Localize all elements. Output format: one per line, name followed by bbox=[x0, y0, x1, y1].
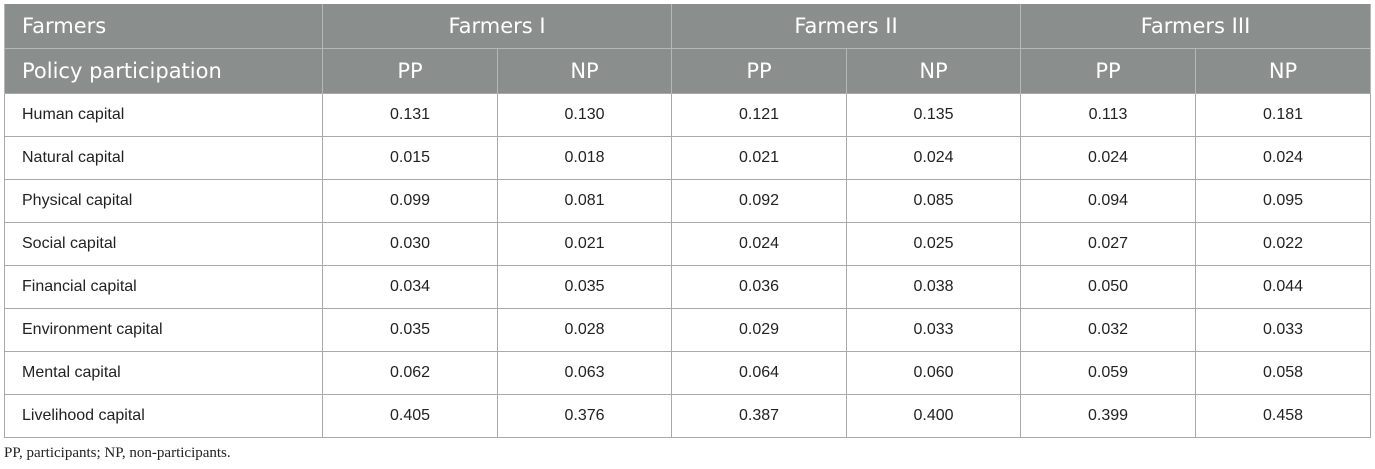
table-row: Natural capital 0.015 0.018 0.021 0.024 0.024… bbox=[4, 136, 1372, 180]
data-table-container: Farmers Farmers I Farmers II Farmers III… bbox=[4, 4, 1372, 438]
table-cell: 0.018 bbox=[496, 136, 673, 180]
table-cell: 0.028 bbox=[496, 308, 673, 352]
table-cell: 0.092 bbox=[671, 179, 848, 223]
table-cell: 0.099 bbox=[322, 179, 498, 223]
table-cell: 0.085 bbox=[846, 179, 1022, 223]
row-label: Mental capital bbox=[4, 351, 323, 395]
table-cell: 0.405 bbox=[322, 394, 498, 438]
subheader-np: NP bbox=[496, 48, 673, 94]
table-cell: 0.044 bbox=[1195, 265, 1372, 309]
table-cell: 0.035 bbox=[322, 308, 498, 352]
subheader-pp: PP bbox=[671, 48, 848, 94]
table-cell: 0.024 bbox=[671, 222, 848, 266]
table-row: Human capital 0.131 0.130 0.121 0.135 0.113 0.… bbox=[4, 93, 1372, 137]
table-cell: 0.131 bbox=[322, 93, 498, 137]
row-label: Livelihood capital bbox=[4, 394, 323, 438]
table-cell: 0.038 bbox=[846, 265, 1022, 309]
header-farmers-label: Farmers bbox=[4, 4, 323, 49]
table-cell: 0.059 bbox=[1020, 351, 1197, 395]
table-cell: 0.033 bbox=[1195, 308, 1372, 352]
table-row: Financial capital 0.034 0.035 0.036 0.038 0.0… bbox=[4, 265, 1372, 309]
table-cell: 0.024 bbox=[1020, 136, 1197, 180]
table-cell: 0.024 bbox=[846, 136, 1022, 180]
table-cell: 0.015 bbox=[322, 136, 498, 180]
table-cell: 0.021 bbox=[671, 136, 848, 180]
subheader-pp: PP bbox=[1020, 48, 1197, 94]
header-row-participation: Policy participation PP NP PP NP PP NP bbox=[4, 48, 1372, 94]
table-cell: 0.022 bbox=[1195, 222, 1372, 266]
table-cell: 0.387 bbox=[671, 394, 848, 438]
table-cell: 0.376 bbox=[496, 394, 673, 438]
table-cell: 0.021 bbox=[496, 222, 673, 266]
table-cell: 0.135 bbox=[846, 93, 1022, 137]
table-cell: 0.130 bbox=[496, 93, 673, 137]
table-header: Farmers Farmers I Farmers II Farmers III… bbox=[4, 4, 1372, 94]
capital-table: Farmers Farmers I Farmers II Farmers III… bbox=[4, 4, 1372, 438]
table-cell: 0.033 bbox=[846, 308, 1022, 352]
row-label: Financial capital bbox=[4, 265, 323, 309]
table-row: Environment capital 0.035 0.028 0.029 0.033 0… bbox=[4, 308, 1372, 352]
table-cell: 0.181 bbox=[1195, 93, 1372, 137]
header-group-farmers-ii: Farmers II bbox=[671, 4, 1022, 49]
header-group-farmers-i: Farmers I bbox=[321, 4, 673, 49]
table-cell: 0.036 bbox=[671, 265, 848, 309]
table-row: Mental capital 0.062 0.063 0.064 0.060 0.059 0… bbox=[4, 351, 1372, 395]
table-cell: 0.030 bbox=[322, 222, 498, 266]
table-footnote: PP, participants; NP, non-participants. bbox=[4, 445, 231, 461]
subheader-np: NP bbox=[846, 48, 1022, 94]
row-label: Social capital bbox=[4, 222, 323, 266]
table-cell: 0.050 bbox=[1020, 265, 1197, 309]
table-cell: 0.024 bbox=[1195, 136, 1372, 180]
table-body: Human capital 0.131 0.130 0.121 0.135 0.113 0.… bbox=[4, 93, 1372, 438]
header-group-farmers-iii: Farmers III bbox=[1020, 4, 1372, 49]
table-cell: 0.113 bbox=[1020, 93, 1197, 137]
table-row: Livelihood capital 0.405 0.376 0.387 0.400 0.… bbox=[4, 394, 1372, 438]
subheader-pp: PP bbox=[322, 48, 498, 94]
table-cell: 0.064 bbox=[671, 351, 848, 395]
header-row-groups: Farmers Farmers I Farmers II Farmers III bbox=[4, 4, 1372, 49]
table-cell: 0.121 bbox=[671, 93, 848, 137]
table-cell: 0.081 bbox=[496, 179, 673, 223]
table-row: Physical capital 0.099 0.081 0.092 0.085 0.09… bbox=[4, 179, 1372, 223]
table-cell: 0.058 bbox=[1195, 351, 1372, 395]
table-cell: 0.094 bbox=[1020, 179, 1197, 223]
subheader-np: NP bbox=[1195, 48, 1372, 94]
table-cell: 0.458 bbox=[1195, 394, 1372, 438]
table-cell: 0.399 bbox=[1020, 394, 1197, 438]
table-cell: 0.095 bbox=[1195, 179, 1372, 223]
table-cell: 0.025 bbox=[846, 222, 1022, 266]
table-row: Social capital 0.030 0.021 0.024 0.025 0.027 0… bbox=[4, 222, 1372, 266]
table-cell: 0.400 bbox=[846, 394, 1022, 438]
table-cell: 0.029 bbox=[671, 308, 848, 352]
header-policy-participation-label: Policy participation bbox=[4, 48, 323, 94]
row-label: Human capital bbox=[4, 93, 323, 137]
table-cell: 0.035 bbox=[496, 265, 673, 309]
table-cell: 0.032 bbox=[1020, 308, 1197, 352]
row-label: Environment capital bbox=[4, 308, 323, 352]
table-cell: 0.027 bbox=[1020, 222, 1197, 266]
row-label: Physical capital bbox=[4, 179, 323, 223]
table-cell: 0.062 bbox=[322, 351, 498, 395]
table-cell: 0.060 bbox=[846, 351, 1022, 395]
table-cell: 0.063 bbox=[496, 351, 673, 395]
row-label: Natural capital bbox=[4, 136, 323, 180]
table-cell: 0.034 bbox=[322, 265, 498, 309]
